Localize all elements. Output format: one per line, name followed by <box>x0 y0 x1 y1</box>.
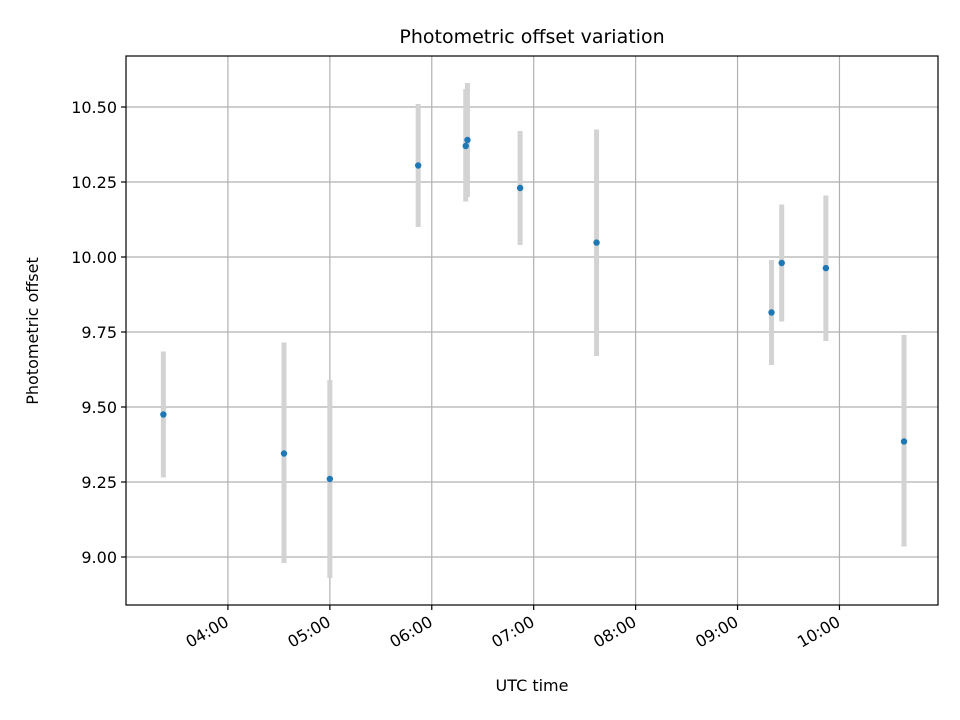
data-points <box>160 136 908 483</box>
chart-title: Photometric offset variation <box>399 26 664 48</box>
data-point <box>516 184 524 192</box>
data-point <box>900 438 908 445</box>
data-point <box>280 450 288 457</box>
data-point <box>326 475 334 483</box>
grid <box>126 56 938 605</box>
y-tick-label: 9.00 <box>81 548 117 567</box>
y-tick-label: 9.75 <box>81 323 117 342</box>
data-point <box>593 239 600 246</box>
data-point <box>462 142 469 150</box>
y-axis-label: Photometric offset <box>23 257 42 405</box>
x-axis-label: UTC time <box>496 676 569 695</box>
data-point <box>778 259 785 267</box>
y-tick-label: 10.50 <box>71 98 117 117</box>
data-point <box>464 136 471 144</box>
data-point <box>160 411 167 418</box>
y-tick-label: 10.00 <box>71 248 117 267</box>
data-point <box>768 309 775 316</box>
y-tick-label: 9.25 <box>81 473 117 492</box>
plot-frame <box>125 55 939 606</box>
y-tick-label: 9.50 <box>81 398 117 417</box>
y-tick-label: 10.25 <box>71 173 117 192</box>
data-point <box>414 162 422 169</box>
data-point <box>822 264 830 272</box>
